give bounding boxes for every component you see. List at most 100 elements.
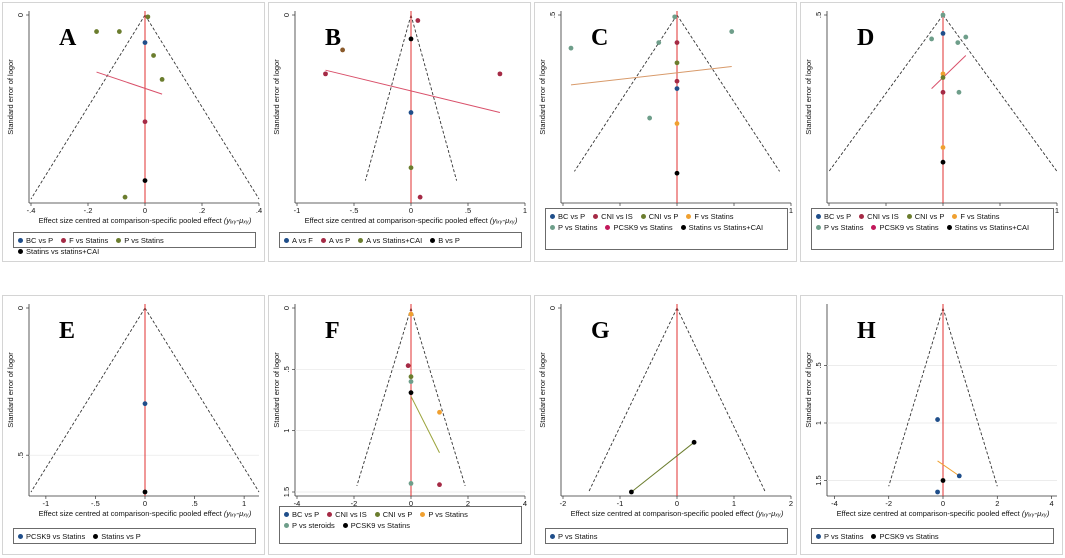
legend-marker-icon [906, 214, 912, 219]
regression-line [570, 66, 732, 86]
data-point [142, 119, 148, 125]
data-point [408, 379, 414, 384]
y-axis-title: Standard error of logor [272, 59, 281, 135]
data-point [142, 489, 148, 495]
legend-item: P vs Statins [420, 509, 468, 520]
data-point [647, 115, 653, 121]
funnel-plot-h: -4 -2 0 2 4 .5 1 1.5 Standard error of logor Effe… [800, 295, 1063, 555]
funnel-plot-g: -2 -1 0 1 2 0 Standard error of logor Effect si… [534, 295, 797, 555]
data-point [417, 194, 423, 200]
legend-label: PCSK9 vs Statins [879, 223, 939, 232]
legend-marker-icon [550, 534, 555, 539]
data-point [940, 71, 946, 77]
data-point [929, 36, 934, 42]
legend-marker-icon [686, 214, 692, 219]
data-point [674, 78, 680, 84]
legend: P vs Statins [545, 528, 788, 544]
legend-item: Statins vs statins+CAI [18, 246, 99, 257]
plot-svg: -1 -.5 0 .5 1 0 Standard error of logor Effect … [272, 11, 527, 225]
data-point [955, 40, 961, 45]
x-tick-label: -.5 [350, 206, 359, 215]
y-axis-title: Standard error of logor [6, 59, 15, 135]
legend-label: P vs Statins [428, 510, 468, 519]
legend-marker-icon [374, 512, 380, 517]
data-point [935, 417, 940, 422]
x-axis-title: Effect size centred at comparison-specif… [39, 216, 252, 225]
legend-label: BC vs P [292, 510, 320, 519]
x-axis-title: Effect size centred at comparison-specif… [39, 509, 252, 518]
data-point [940, 12, 946, 18]
x-tick-label: -2 [560, 499, 567, 508]
legend-marker-icon [550, 214, 555, 219]
legend-label: A vs F [292, 236, 313, 245]
legend: BC vs P F vs Statins P vs Statins Statins v… [13, 232, 256, 256]
data-point [956, 89, 962, 95]
legend-label: PCSK9 vs Statins [350, 521, 410, 530]
y-axis-title: Standard error of logor [272, 352, 281, 428]
data-point [145, 14, 151, 20]
legend-item: PCSK9 vs Statins [18, 531, 85, 542]
funnel-plot-e: -1 -.5 0 .5 1 0 .5 Standard error of logor Effec… [2, 295, 265, 555]
plot-svg: -1 -.5 0 .5 1 0 .5 Standard error of logor Effec… [6, 304, 260, 518]
panel-label: G [591, 318, 610, 344]
legend-item: BC vs P [550, 211, 585, 222]
y-tick-label: .5 [814, 12, 823, 18]
data-point [151, 53, 156, 58]
legend-marker-icon [284, 523, 289, 528]
data-point [437, 482, 442, 488]
legend-marker-icon [342, 523, 348, 528]
legend-marker-icon [952, 214, 958, 219]
y-tick-label: .5 [814, 362, 823, 368]
data-point [122, 194, 128, 200]
data-point [408, 165, 414, 171]
y-tick-label: .5 [16, 452, 25, 458]
funnel-right-bound [942, 307, 998, 487]
funnel-right-bound [676, 307, 766, 493]
x-tick-label: 0 [409, 206, 413, 215]
x-tick-label: -1 [43, 499, 50, 508]
legend-marker-icon [320, 238, 326, 243]
funnel-right-bound [410, 307, 466, 486]
legend-marker-icon [640, 214, 646, 219]
x-tick-label: .5 [191, 499, 197, 508]
data-point [935, 489, 940, 495]
legend-item: P vs Statins [816, 531, 863, 542]
legend-item: A vs F [284, 235, 313, 246]
legend-marker-icon [327, 512, 333, 517]
legend-marker-icon [593, 214, 599, 219]
legend-item: CNI vs IS [859, 211, 899, 222]
data-point [408, 311, 414, 317]
legend-item: P vs Statins [116, 235, 164, 246]
legend-label: F vs Statins [69, 236, 109, 245]
x-tick-label: 1 [732, 499, 736, 508]
data-point [940, 75, 946, 80]
panel-label: A [59, 25, 77, 51]
legend-label: P vs Statins [558, 532, 598, 541]
legend-label: B vs P [438, 236, 460, 245]
regression-line [325, 69, 501, 114]
legend-item: PCSK9 vs Statins [342, 520, 410, 531]
legend-item: A vs Statins+CAI [358, 235, 422, 246]
funnel-right-bound [676, 14, 780, 172]
funnel-left-bound [828, 14, 944, 172]
legend-item: P vs steroids [284, 520, 335, 531]
legend-item: Statins vs Statins+CAI [946, 222, 1029, 233]
x-tick-label: -.5 [91, 499, 100, 508]
data-point [940, 478, 946, 483]
legend-marker-icon [430, 238, 436, 243]
x-tick-label: 2 [789, 499, 793, 508]
legend-marker-icon [859, 214, 865, 219]
x-tick-label: -4 [294, 499, 301, 508]
x-tick-label: 0 [143, 499, 147, 508]
legend-label: PCSK9 vs Statins [26, 532, 86, 541]
data-point [142, 40, 148, 45]
funnel-left-bound [30, 14, 146, 200]
legend-marker-icon [816, 225, 821, 230]
x-tick-label: -1 [617, 499, 624, 508]
y-tick-label: 0 [282, 306, 291, 310]
x-tick-label: -2 [351, 499, 358, 508]
data-point [568, 45, 574, 51]
funnel-right-bound [410, 14, 458, 181]
funnel-plot-a: -.4 -.2 0 .2 .4 0 Standard error of logor Effec… [2, 2, 265, 262]
legend-item: F vs Statins [952, 211, 1000, 222]
